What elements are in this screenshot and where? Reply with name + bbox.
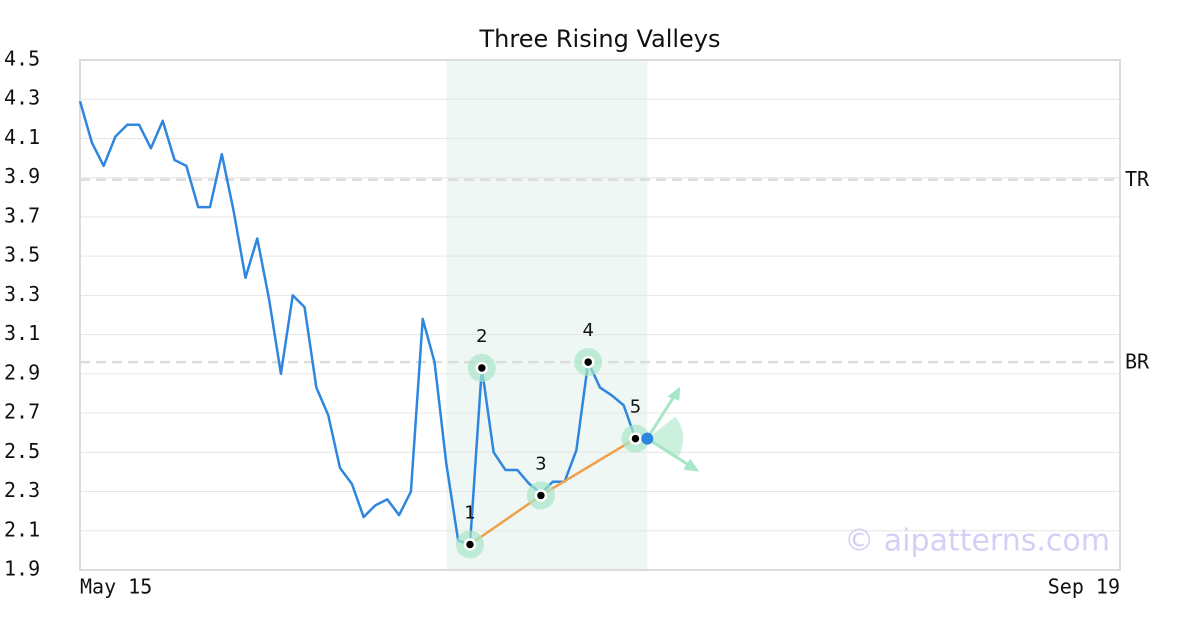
y-tick-label: 1.9 (4, 557, 40, 581)
y-tick-label: 2.7 (4, 400, 40, 424)
pattern-label: 5 (630, 397, 641, 418)
y-tick-label: 3.5 (4, 243, 40, 267)
level-label: TR (1125, 167, 1150, 191)
y-tick-label: 2.9 (4, 360, 40, 384)
y-tick-label: 3.9 (4, 164, 40, 188)
arrow-head (683, 458, 700, 472)
y-tick-label: 3.7 (4, 203, 40, 227)
x-tick-label: May 15 (80, 575, 152, 599)
chart-title: Three Rising Valleys (478, 25, 720, 53)
level-label: BR (1125, 350, 1150, 374)
pattern-point (629, 432, 642, 445)
y-tick-label: 2.3 (4, 478, 40, 502)
pattern-label: 2 (476, 326, 487, 347)
pattern-point (475, 361, 489, 375)
y-tick-label: 4.5 (4, 47, 40, 71)
pattern-label: 1 (464, 503, 475, 524)
pattern-label: 4 (582, 320, 593, 341)
projection-fan (647, 416, 684, 459)
projection-arrow (646, 437, 693, 468)
y-tick-label: 2.5 (4, 439, 40, 463)
y-tick-label: 4.3 (4, 86, 40, 110)
x-tick-label: Sep 19 (1048, 575, 1120, 599)
y-tick-label: 3.1 (4, 321, 40, 345)
projection-arrow (646, 393, 677, 440)
pattern-label: 3 (535, 453, 546, 474)
y-tick-label: 4.1 (4, 125, 40, 149)
end-point (641, 432, 654, 445)
arrow-head (667, 386, 681, 401)
pattern-point (581, 355, 595, 369)
watermark: © aipatterns.com (844, 524, 1110, 559)
pattern-point (463, 538, 477, 551)
pattern-point (534, 489, 548, 502)
plot-frame (79, 59, 1121, 571)
y-tick-label: 3.3 (4, 282, 40, 306)
y-tick-label: 2.1 (4, 517, 40, 541)
